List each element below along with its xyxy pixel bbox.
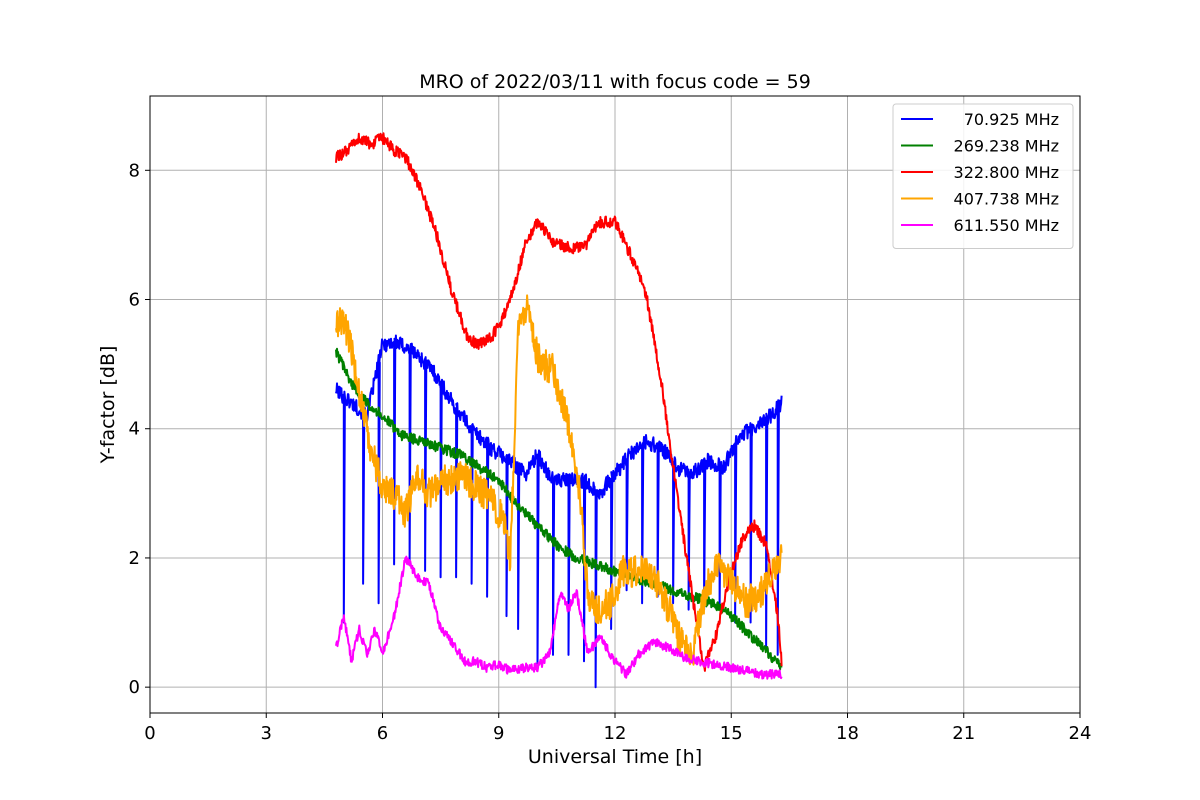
legend-label-3: 322.800 MHz bbox=[954, 163, 1059, 182]
legend-label-5: 611.550 MHz bbox=[954, 216, 1059, 235]
y-axis: 0 2 4 6 8 bbox=[129, 160, 150, 698]
series-line-2 bbox=[335, 347, 783, 671]
x-tick-label: 6 bbox=[377, 723, 388, 744]
x-tick-label: 18 bbox=[836, 723, 859, 744]
series-line-4 bbox=[335, 294, 783, 666]
legend-box bbox=[892, 103, 1074, 249]
x-tick-label: 0 bbox=[144, 723, 155, 744]
y-tick-label: 4 bbox=[129, 419, 140, 440]
series-line-5 bbox=[335, 555, 783, 680]
x-tick-label: 9 bbox=[493, 723, 504, 744]
y-tick-label: 6 bbox=[129, 290, 140, 311]
x-tick-label: 21 bbox=[952, 723, 975, 744]
y-axis-label: Y-factor [dB] bbox=[97, 346, 119, 465]
x-tick-label: 3 bbox=[261, 723, 272, 744]
x-tick-label: 15 bbox=[720, 723, 743, 744]
x-axis: 0 3 6 9 12 15 18 21 24 bbox=[144, 713, 1091, 744]
chart-title: MRO of 2022/03/11 with focus code = 59 bbox=[419, 71, 811, 93]
y-tick-label: 0 bbox=[129, 677, 140, 698]
legend-label-1: 70.925 MHz bbox=[964, 110, 1059, 129]
series-line-1 bbox=[335, 334, 783, 689]
x-tick-label: 12 bbox=[604, 723, 627, 744]
legend-label-2: 269.238 MHz bbox=[954, 137, 1059, 156]
y-tick-label: 2 bbox=[129, 548, 140, 569]
y-tick-label: 8 bbox=[129, 160, 140, 181]
plot-area bbox=[335, 132, 783, 689]
x-axis-label: Universal Time [h] bbox=[528, 746, 702, 768]
x-tick-label: 24 bbox=[1069, 723, 1092, 744]
series-layer bbox=[335, 132, 783, 689]
legend: 70.925 MHz 269.238 MHz 322.800 MHz 407.738 … bbox=[892, 103, 1074, 249]
legend-label-4: 407.738 MHz bbox=[954, 190, 1059, 209]
